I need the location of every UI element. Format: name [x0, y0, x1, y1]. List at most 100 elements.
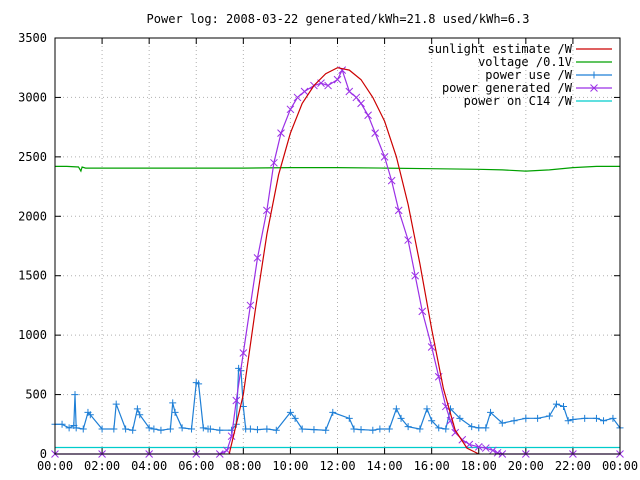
y-tick-label: 1500	[18, 269, 47, 283]
series-line	[228, 67, 480, 455]
x-tick-label: 00:00	[602, 459, 638, 473]
data-point	[98, 425, 106, 433]
data-point	[171, 408, 179, 416]
legend-marker	[590, 71, 598, 79]
data-point	[263, 206, 271, 215]
data-point	[79, 425, 87, 433]
data-point	[71, 391, 79, 399]
data-point	[324, 81, 332, 90]
data-point	[404, 423, 412, 431]
data-point	[552, 400, 560, 408]
data-point	[522, 414, 530, 422]
data-point	[435, 424, 443, 432]
legend-label: power use /W	[485, 68, 572, 82]
data-point	[387, 176, 396, 185]
data-point	[246, 301, 255, 310]
data-point	[178, 424, 186, 432]
y-tick-label: 2500	[18, 150, 47, 164]
data-point	[534, 414, 542, 422]
x-tick-label: 20:00	[508, 459, 544, 473]
series-line	[55, 367, 621, 431]
data-point	[169, 399, 177, 407]
chart-title: Power log: 2008-03-22 generated/kWh=21.8…	[147, 12, 530, 26]
data-point	[352, 93, 361, 102]
data-point	[329, 408, 337, 416]
data-point	[482, 424, 490, 432]
data-point	[216, 426, 224, 434]
data-point	[246, 425, 254, 433]
data-point	[310, 426, 318, 434]
x-tick-label: 10:00	[272, 459, 308, 473]
data-point	[600, 417, 608, 425]
legend-label: voltage /0.1V	[478, 55, 572, 69]
grid	[55, 38, 620, 454]
data-point	[489, 446, 497, 455]
data-point	[510, 417, 518, 425]
data-point	[371, 129, 380, 137]
data-point	[364, 111, 372, 120]
axis-ticks: 0 500 1000 1500 2000 2500 3000 3500 00:00 02:00 04…	[18, 31, 638, 473]
data-point	[487, 408, 495, 416]
data-point	[475, 424, 483, 432]
x-tick-label: 06:00	[178, 459, 214, 473]
data-point	[232, 396, 241, 405]
data-point	[474, 443, 483, 451]
data-point	[206, 425, 214, 433]
legend-marker	[590, 84, 598, 92]
data-point	[286, 408, 294, 416]
data-point	[298, 425, 306, 433]
data-point	[498, 419, 506, 427]
data-point	[385, 425, 393, 433]
data-point	[376, 425, 384, 433]
legend-item: power use /W	[485, 68, 612, 82]
data-point	[416, 425, 424, 433]
data-point	[442, 425, 450, 433]
y-tick-label: 1000	[18, 328, 47, 342]
data-point	[345, 414, 353, 422]
series-line	[55, 165, 620, 173]
data-point	[392, 405, 400, 413]
data-point	[428, 417, 436, 425]
x-tick-label: 00:00	[37, 459, 73, 473]
data-point	[397, 414, 405, 422]
data-point	[277, 129, 285, 137]
data-point	[468, 423, 476, 431]
data-point	[195, 380, 203, 388]
data-point	[272, 426, 280, 434]
series-sunlight-estimate-w	[228, 67, 480, 455]
y-tick-label: 500	[25, 388, 47, 402]
legend-item: sunlight estimate /W	[428, 42, 612, 56]
data-point	[58, 420, 66, 428]
data-point	[345, 87, 354, 96]
data-point	[286, 105, 295, 114]
data-point	[456, 414, 464, 422]
data-point	[380, 153, 389, 161]
data-point	[350, 425, 358, 433]
data-point	[564, 417, 572, 425]
data-point	[145, 424, 153, 432]
data-point	[427, 343, 436, 351]
x-tick-label: 02:00	[84, 459, 120, 473]
x-tick-label: 04:00	[131, 459, 167, 473]
data-point	[404, 236, 412, 244]
data-point	[493, 448, 502, 457]
data-point	[357, 426, 365, 434]
data-point	[411, 271, 420, 280]
x-tick-label: 16:00	[414, 459, 450, 473]
x-tick-label: 12:00	[319, 459, 355, 473]
y-tick-label: 2000	[18, 209, 47, 223]
legend-item: power generated /W	[442, 81, 612, 95]
data-point	[569, 416, 577, 424]
series-voltage-0-1v	[55, 165, 620, 173]
y-tick-label: 3500	[18, 31, 47, 45]
data-point	[369, 426, 377, 434]
data-point	[418, 307, 427, 316]
plot-frame	[54, 37, 621, 455]
data-point	[423, 405, 431, 413]
data-point	[451, 428, 460, 437]
x-tick-label: 08:00	[225, 459, 261, 473]
legend-label: sunlight estimate /W	[428, 42, 573, 56]
data-point	[253, 254, 262, 262]
data-point	[239, 349, 248, 357]
